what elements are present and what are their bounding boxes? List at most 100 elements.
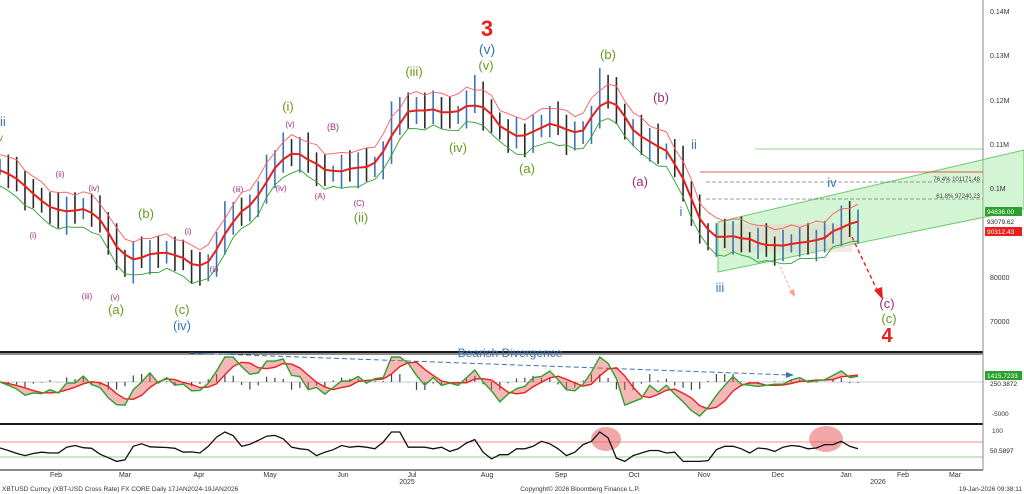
wave-label-v-blue: (v) xyxy=(479,41,495,57)
year-label-2026: 2026 xyxy=(870,479,886,486)
x-tick-label: Feb xyxy=(50,472,62,479)
x-tick-label: Dec xyxy=(772,472,785,479)
wave-label-iv-small: (iv) xyxy=(88,184,99,193)
y-tick: 0.13M xyxy=(990,53,1010,60)
wave-label-ii-mid: (ii) xyxy=(210,265,219,274)
y-tick: 80000 xyxy=(990,275,1010,282)
rsi-tick-100: 100 xyxy=(992,428,1003,435)
x-tick-label: Mar xyxy=(119,472,132,479)
macd-fill xyxy=(0,357,858,417)
rsi-overbought-circle-2 xyxy=(809,426,843,452)
year-label-2025: 2025 xyxy=(399,479,415,486)
wave-label-iv-blue: iv xyxy=(827,175,837,190)
forecast-arrowhead xyxy=(874,287,883,300)
price-panel xyxy=(0,0,983,352)
x-tick-label: Mar xyxy=(949,472,962,479)
wave-label-i-green: (i) xyxy=(282,99,294,114)
wave-label-iii-small: (iii) xyxy=(82,292,93,301)
y-tick: 0.11M xyxy=(990,142,1009,149)
x-tick-label: Jun xyxy=(337,472,348,479)
rsi-tag: 50.5897 xyxy=(990,448,1014,455)
minor-forecast-arrow xyxy=(777,261,793,294)
moving-average-line xyxy=(0,100,859,267)
bearish-divergence-label: Bearish Divergence xyxy=(458,346,563,360)
rsi-panel: 100 50.5897 xyxy=(0,426,1014,463)
forecast-arrow xyxy=(851,236,879,293)
wave-label-v-small: (v) xyxy=(110,293,120,302)
x-tick-label: May xyxy=(263,472,277,479)
macd-tag-2: 250.3872 xyxy=(990,381,1017,388)
wave-label-v-mid: (v) xyxy=(285,120,295,129)
wave-label-iii-blue: iii xyxy=(716,280,725,295)
wave-label-b-purple: (b) xyxy=(653,90,669,105)
wave-label-a-purple: (a) xyxy=(632,174,648,189)
wave-label-v-green: (v) xyxy=(478,58,493,73)
footer-right: 19-Jan-2026 09:38:11 xyxy=(959,486,1023,493)
wave-label-i-mid: (i) xyxy=(184,227,191,236)
price-axis: 0.14M 0.13M 0.12M 0.11M 0.1M 80000 70000… xyxy=(985,9,1022,326)
rsi-overbought-circle-1 xyxy=(591,427,621,451)
wave-label-ii-green: (ii) xyxy=(354,210,368,225)
wave-label-v-left: v xyxy=(0,133,3,144)
x-tick-label: Feb xyxy=(897,472,909,479)
wave-label-ii-small: (ii) xyxy=(56,170,65,179)
price-tag-red-text: 90312.43 xyxy=(987,229,1014,236)
wave-label-c-left: (c) xyxy=(174,302,189,317)
wave-label-c-purple: (c) xyxy=(879,296,894,311)
wave-label-iv-green: (iv) xyxy=(449,140,467,155)
wave-labels: 3 (v) (v) (iii) (iv) (a) (b) (b) (a) ii … xyxy=(0,16,897,347)
price-bars xyxy=(0,68,859,286)
macd-signal-line xyxy=(0,361,859,410)
fib-label-76: 76.4% 101171.48 xyxy=(933,177,980,183)
band-lower-line xyxy=(0,118,859,285)
wave-label-C: (C) xyxy=(353,199,364,208)
wave-label-iv-left: (iv) xyxy=(173,318,191,333)
price-tag-last: 93079.62 xyxy=(987,219,1014,226)
wave-label-4: 4 xyxy=(881,325,893,347)
wave-label-a-left: (a) xyxy=(108,302,124,317)
divergence-arrowhead xyxy=(786,372,794,378)
y-tick: 0.1M xyxy=(990,186,1006,193)
wave-label-i-small: (i) xyxy=(29,231,36,240)
x-tick-label: Apr xyxy=(194,472,206,479)
x-tick-label: Aug xyxy=(481,472,494,479)
price-tag-green xyxy=(985,207,1022,216)
x-tick-label: Oct xyxy=(629,472,640,479)
wave-label-ii-blue: ii xyxy=(691,137,697,152)
wave-label-c-green: (c) xyxy=(881,311,896,326)
x-tick-label: Nov xyxy=(698,472,711,479)
price-tag-green-text: 94836.00 xyxy=(987,209,1014,216)
x-tick-label: Sep xyxy=(555,472,568,479)
x-tick-label: Jul xyxy=(408,472,417,479)
wave-label-iii-mid: (iii) xyxy=(233,185,244,194)
macd-tag-green xyxy=(985,371,1022,380)
y-tick: 0.14M xyxy=(990,9,1010,16)
minor-forecast-arrowhead xyxy=(789,289,795,297)
wave-label-i-blue: i xyxy=(680,204,683,219)
macd-line xyxy=(0,355,859,418)
wave-label-iv-mid: (iv) xyxy=(275,184,286,193)
macd-tag-text: 1415.7233 xyxy=(987,373,1018,380)
footer-center: Copyright© 2026 Bloomberg Finance L.P. xyxy=(520,485,640,493)
y-tick: 0.12M xyxy=(990,98,1010,105)
fib-label-61: 61.8% 97240.23 xyxy=(936,194,980,200)
divergence-line xyxy=(189,352,791,376)
wave-label-3: 3 xyxy=(481,16,493,41)
footer-left: XBTUSD Curncy (XBT-USD Cross Rate) FX CO… xyxy=(2,486,239,493)
macd-tick: -5000 xyxy=(992,411,1009,418)
wave-label-b-left: (b) xyxy=(138,206,154,221)
x-tick-label: Jan xyxy=(840,472,851,479)
rsi-line xyxy=(0,431,859,463)
band-upper-line xyxy=(0,83,859,251)
price-tag-red xyxy=(985,227,1022,236)
macd-panel: Bearish Divergence 1415.7233 250.3872 -5… xyxy=(0,346,1022,418)
wave-label-A: (A) xyxy=(315,192,326,201)
wave-label-ii-left: ii xyxy=(0,114,6,129)
wave-label-b-green: (b) xyxy=(600,47,616,62)
wave-label-a-green: (a) xyxy=(519,161,535,176)
wave-label-iii-green: (iii) xyxy=(405,64,422,79)
y-tick: 70000 xyxy=(990,319,1010,326)
time-axis: Feb Mar Apr May Jun Jul Aug Sep Oct Nov Dec Jan Feb M… xyxy=(50,472,962,479)
wave-label-B: (B) xyxy=(327,122,339,132)
